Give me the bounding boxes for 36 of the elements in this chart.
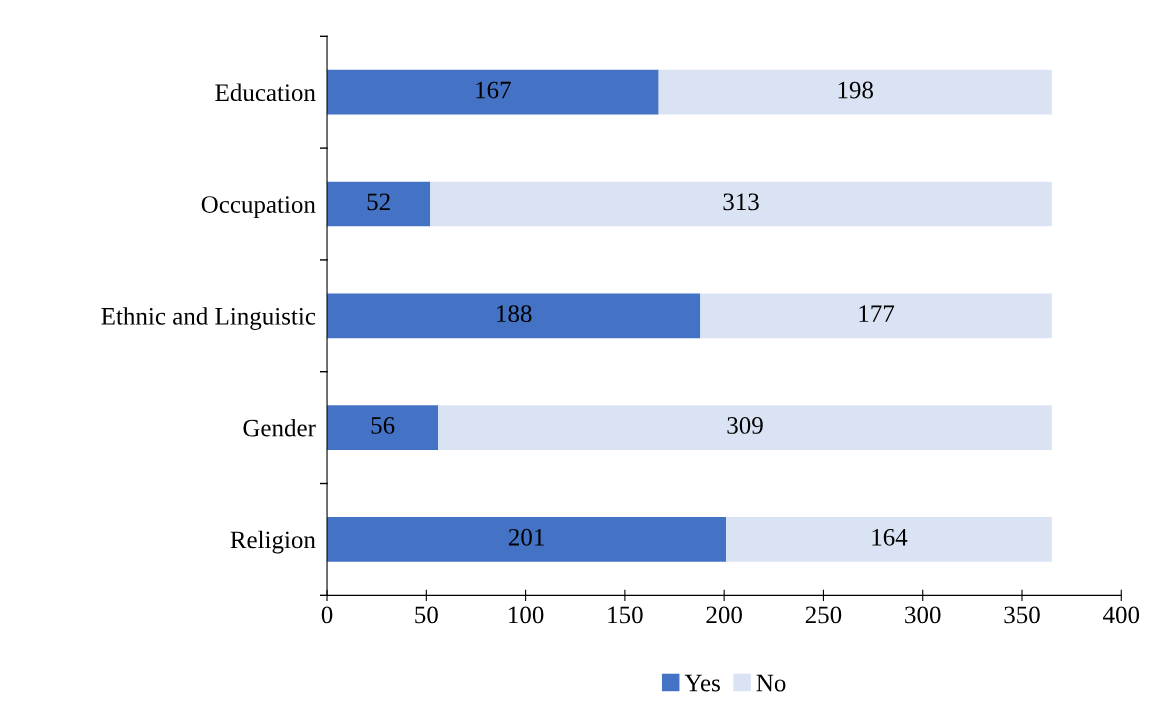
x-tick-label: 300	[905, 606, 941, 624]
bar	[327, 293, 701, 339]
bar	[700, 293, 1052, 339]
bar	[327, 69, 659, 115]
x-tick-label: 50	[415, 606, 438, 624]
data-label: 188	[497, 305, 532, 323]
x-tick-label: 250	[805, 606, 842, 624]
bar	[430, 181, 1052, 227]
data-label: 164	[872, 528, 908, 546]
data-label: 177	[859, 305, 895, 322]
legend-label: Yes	[684, 674, 720, 692]
x-tick-label: 0	[321, 606, 333, 624]
data-label: 313	[723, 193, 759, 211]
y-tick-label: Gender	[243, 418, 316, 437]
bar	[327, 517, 727, 562]
data-label: 56	[371, 417, 395, 434]
data-label: 52	[367, 193, 390, 211]
data-label: 198	[838, 81, 874, 99]
x-tick-label: 400	[1103, 606, 1140, 624]
x-tick-label: 200	[706, 606, 742, 624]
x-tick-label: 350	[1004, 606, 1040, 624]
bar	[327, 181, 431, 227]
x-tick-label: 150	[608, 606, 643, 624]
bar	[327, 405, 439, 450]
bar	[438, 405, 1052, 450]
bar	[726, 517, 1052, 562]
y-tick-label: Education	[215, 83, 316, 102]
bar	[658, 69, 1052, 115]
x-tick-label: 100	[509, 606, 544, 624]
y-tick-label: Ethnic and Linguistic	[101, 307, 316, 330]
legend-label: No	[756, 674, 786, 692]
data-label: 167	[476, 81, 511, 99]
data-label: 309	[727, 417, 763, 434]
y-tick-label: Religion	[230, 530, 316, 554]
y-tick-label: Occupation	[201, 196, 316, 218]
data-label: 201	[508, 528, 544, 546]
